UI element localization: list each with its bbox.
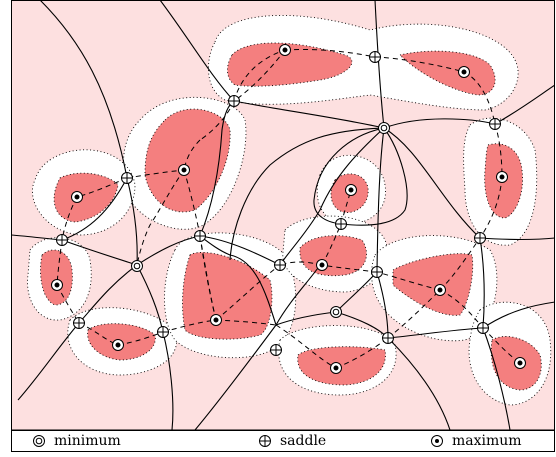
legend-maximum-label: maximum bbox=[452, 433, 522, 449]
saddle-icon bbox=[259, 435, 271, 447]
saddle-icon bbox=[194, 230, 206, 242]
saddle-icon bbox=[477, 322, 489, 334]
saddle-icon bbox=[382, 332, 394, 344]
maximum-icon bbox=[210, 314, 222, 326]
minimum-icon bbox=[330, 306, 342, 318]
maximum-icon bbox=[112, 339, 124, 351]
maximum-icon bbox=[51, 279, 63, 291]
legend: minimum saddle maximum bbox=[11, 430, 555, 452]
maximum-icon bbox=[316, 259, 328, 271]
maximum-icon bbox=[496, 171, 508, 183]
minimum-icon bbox=[131, 260, 143, 272]
legend-saddle: saddle bbox=[258, 433, 326, 449]
saddle-icon bbox=[335, 218, 347, 230]
saddle-icon bbox=[270, 344, 282, 356]
saddle-icon bbox=[121, 172, 133, 184]
maximum-icon bbox=[345, 184, 357, 196]
solid-curves bbox=[11, 0, 555, 430]
minimum-points bbox=[131, 122, 390, 318]
saddle-icon bbox=[489, 118, 501, 130]
minimum-icon bbox=[378, 122, 390, 134]
maximum-icon bbox=[279, 44, 291, 56]
saddle-points bbox=[56, 51, 501, 356]
saddle-icon bbox=[56, 234, 68, 246]
maximum-icon bbox=[514, 357, 526, 369]
maximum-icon bbox=[431, 435, 443, 447]
minimum-icon bbox=[33, 435, 45, 447]
saddle-icon bbox=[228, 95, 240, 107]
saddle-icon bbox=[474, 232, 486, 244]
maximum-icon bbox=[178, 164, 190, 176]
saddle-icon bbox=[73, 317, 85, 329]
maximum-icon bbox=[330, 362, 342, 374]
maximum-points bbox=[51, 44, 526, 374]
legend-saddle-label: saddle bbox=[280, 433, 327, 449]
legend-maximum: maximum bbox=[430, 433, 522, 449]
saddle-icon bbox=[274, 259, 286, 271]
maximum-icon bbox=[458, 66, 470, 78]
saddle-icon bbox=[371, 266, 383, 278]
maximum-icon bbox=[71, 191, 83, 203]
legend-minimum: minimum bbox=[32, 433, 121, 449]
saddle-icon bbox=[157, 326, 169, 338]
maximum-icon bbox=[434, 284, 446, 296]
legend-minimum-label: minimum bbox=[54, 433, 121, 449]
saddle-icon bbox=[369, 51, 381, 63]
max-regions bbox=[40, 42, 542, 391]
